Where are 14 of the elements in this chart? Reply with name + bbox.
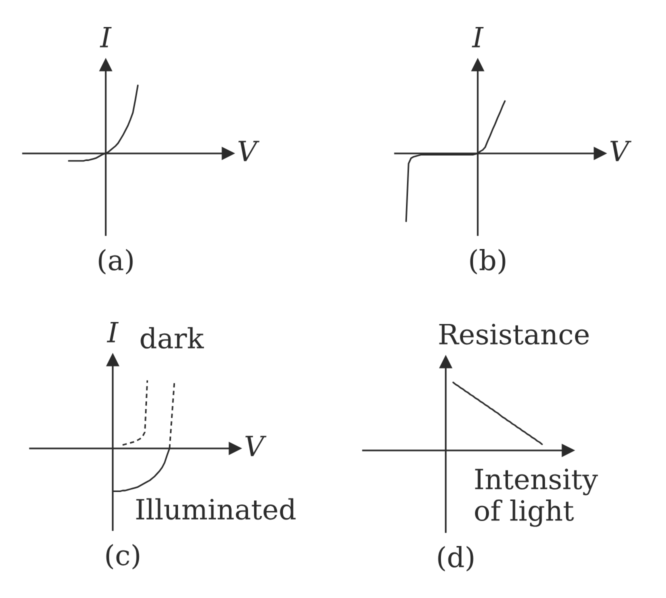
y-axis-title: Resistance: [439, 324, 589, 345]
text: (d): [438, 546, 474, 572]
x-axis-title: Intensity of light: [475, 468, 598, 527]
y-axis-title: I: [100, 26, 112, 48]
y-axis-title: I: [106, 322, 119, 342]
x-axis-title: V: [610, 140, 632, 162]
text: (b): [470, 249, 506, 274]
series-label: dark: [140, 327, 204, 349]
x-axis-title: V: [238, 140, 260, 162]
series-label: Illuminated: [136, 498, 296, 520]
text: (a): [98, 249, 133, 274]
y-axis-title: I: [472, 26, 484, 48]
x-axis-title: V: [245, 436, 266, 456]
text: (c): [106, 544, 140, 570]
